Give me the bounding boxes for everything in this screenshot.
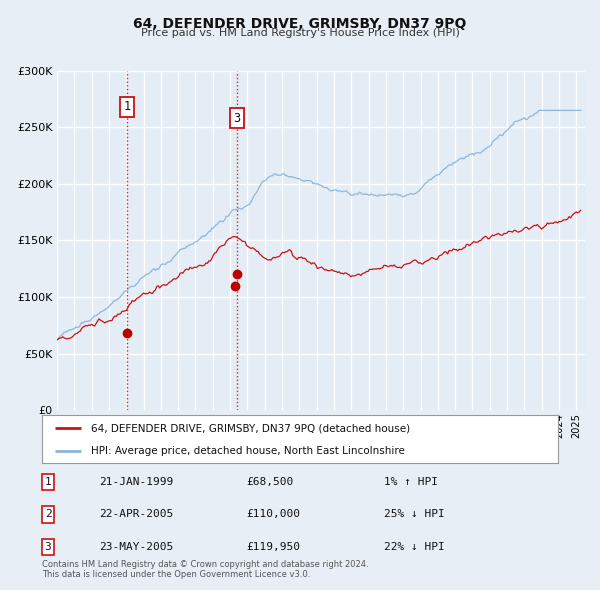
Text: 1% ↑ HPI: 1% ↑ HPI (384, 477, 438, 487)
Text: £68,500: £68,500 (246, 477, 293, 487)
Text: £110,000: £110,000 (246, 510, 300, 519)
Text: 3: 3 (233, 112, 241, 125)
Text: 1: 1 (124, 100, 131, 113)
Text: 2: 2 (44, 510, 52, 519)
Text: £119,950: £119,950 (246, 542, 300, 552)
Text: Price paid vs. HM Land Registry's House Price Index (HPI): Price paid vs. HM Land Registry's House … (140, 28, 460, 38)
Text: 21-JAN-1999: 21-JAN-1999 (99, 477, 173, 487)
Text: 64, DEFENDER DRIVE, GRIMSBY, DN37 9PQ (detached house): 64, DEFENDER DRIVE, GRIMSBY, DN37 9PQ (d… (91, 423, 410, 433)
Text: 64, DEFENDER DRIVE, GRIMSBY, DN37 9PQ: 64, DEFENDER DRIVE, GRIMSBY, DN37 9PQ (133, 17, 467, 31)
Text: 25% ↓ HPI: 25% ↓ HPI (384, 510, 445, 519)
Text: 3: 3 (44, 542, 52, 552)
Text: HPI: Average price, detached house, North East Lincolnshire: HPI: Average price, detached house, Nort… (91, 446, 405, 456)
Text: 22-APR-2005: 22-APR-2005 (99, 510, 173, 519)
Text: 1: 1 (44, 477, 52, 487)
Text: 23-MAY-2005: 23-MAY-2005 (99, 542, 173, 552)
Text: 22% ↓ HPI: 22% ↓ HPI (384, 542, 445, 552)
Text: Contains HM Land Registry data © Crown copyright and database right 2024.
This d: Contains HM Land Registry data © Crown c… (42, 560, 368, 579)
